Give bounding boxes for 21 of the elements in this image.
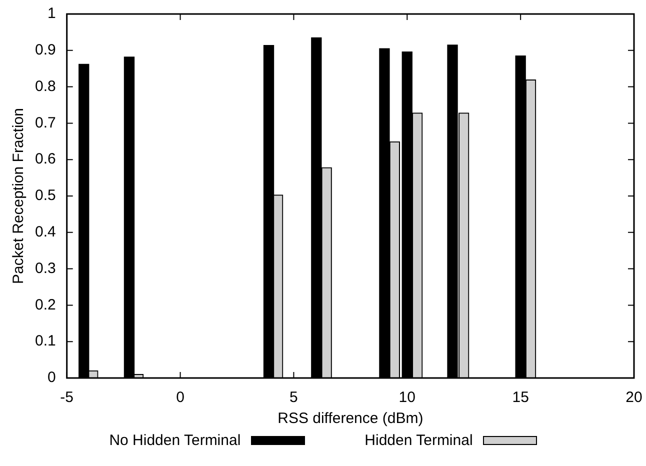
y-axis-title: Packet Reception Fraction — [10, 108, 28, 284]
y-tick-label: 0.8 — [34, 78, 56, 95]
x-tick-label: 15 — [512, 389, 529, 406]
x-tick-label: -5 — [60, 389, 74, 406]
y-tick-label: 0.4 — [34, 224, 56, 241]
y-tick-label: 0.9 — [34, 42, 56, 59]
legend-label: Hidden Terminal — [364, 432, 473, 449]
y-tick-label: 1 — [48, 5, 56, 22]
y-tick-label: 0.1 — [34, 332, 56, 350]
y-tick-label: 0.5 — [34, 187, 56, 204]
legend-label: No Hidden Terminal — [109, 432, 241, 449]
x-tick-label: 20 — [626, 389, 642, 406]
x-tick-label: 5 — [290, 389, 298, 406]
y-tick-label: 0.6 — [34, 150, 56, 168]
y-tick-label: 0.3 — [34, 260, 56, 277]
y-tick-label: 0 — [48, 369, 56, 386]
x-tick-label: 10 — [398, 389, 416, 406]
y-tick-label: 0.7 — [34, 114, 56, 132]
x-axis-title: RSS difference (dBm) — [278, 410, 424, 428]
x-tick-label: 0 — [176, 389, 184, 406]
y-tick-label: 0.2 — [34, 296, 56, 314]
